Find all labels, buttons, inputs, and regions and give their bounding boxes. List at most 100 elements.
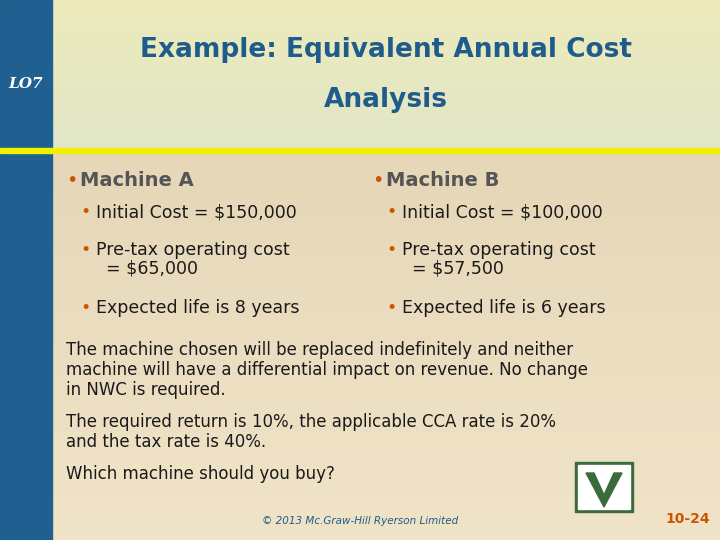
Bar [52, 446, 720, 451]
Text: Example: Equivalent Annual Cost: Example: Equivalent Annual Cost [140, 37, 632, 63]
Bar [52, 138, 720, 140]
Bar [52, 21, 720, 24]
Bar [52, 134, 720, 136]
Bar [52, 396, 720, 401]
Bar [52, 249, 720, 254]
Bar [52, 85, 720, 87]
Text: •: • [66, 171, 77, 190]
Bar [52, 1, 720, 3]
Bar [52, 450, 720, 455]
Bar [52, 65, 720, 68]
Text: Pre-tax operating cost: Pre-tax operating cost [96, 241, 289, 259]
Text: The required return is 10%, the applicable CCA rate is 20%: The required return is 10%, the applicab… [66, 413, 556, 431]
Bar [52, 334, 720, 339]
Text: •: • [386, 203, 396, 221]
Bar [52, 131, 720, 133]
Bar [52, 80, 720, 83]
Bar [52, 361, 720, 366]
Bar [52, 179, 720, 184]
Bar [52, 18, 720, 21]
Bar [52, 226, 720, 231]
Bar [52, 48, 720, 50]
Bar [52, 77, 720, 80]
Bar [52, 442, 720, 447]
Bar [52, 43, 720, 46]
Bar [52, 145, 720, 148]
Bar [52, 52, 720, 55]
Bar [52, 114, 720, 117]
Bar [52, 9, 720, 12]
Bar [52, 245, 720, 249]
Bar [52, 8, 720, 10]
Bar [52, 280, 720, 285]
Text: Initial Cost = $100,000: Initial Cost = $100,000 [402, 203, 603, 221]
Bar [52, 481, 720, 486]
Bar [52, 144, 720, 146]
Bar [52, 469, 720, 474]
Bar [52, 116, 720, 118]
Bar [52, 40, 720, 43]
Bar [52, 492, 720, 497]
Bar [52, 291, 720, 296]
Bar [52, 438, 720, 443]
Bar [52, 160, 720, 165]
Text: Machine B: Machine B [386, 171, 500, 190]
Bar [52, 191, 720, 195]
Bar [52, 230, 720, 234]
Bar [52, 198, 720, 203]
Bar [52, 419, 720, 424]
Bar [52, 485, 720, 490]
Bar [52, 210, 720, 215]
Bar [52, 113, 720, 116]
Bar [52, 299, 720, 304]
Bar [0, 0, 52, 540]
Bar [52, 314, 720, 319]
Text: © 2013 Mc.Graw-Hill Ryerson Limited: © 2013 Mc.Graw-Hill Ryerson Limited [262, 516, 458, 526]
Bar [52, 45, 720, 48]
Bar [52, 496, 720, 501]
Text: Pre-tax operating cost: Pre-tax operating cost [402, 241, 595, 259]
Text: Analysis: Analysis [324, 87, 448, 113]
Bar [52, 407, 720, 413]
Bar [52, 91, 720, 93]
Bar [52, 458, 720, 463]
Bar [52, 123, 720, 126]
Bar [52, 167, 720, 172]
Bar [52, 512, 720, 517]
Bar [52, 119, 720, 122]
Bar [52, 122, 720, 124]
Bar [52, 206, 720, 211]
Bar [52, 70, 720, 72]
Bar [52, 58, 720, 60]
Bar [52, 462, 720, 467]
Bar [52, 82, 720, 84]
Bar [52, 140, 720, 142]
Bar [52, 129, 720, 132]
Bar [52, 61, 720, 64]
Bar [52, 384, 720, 389]
Bar [52, 194, 720, 199]
Bar [52, 69, 720, 71]
Bar [52, 519, 720, 524]
Bar [52, 423, 720, 428]
Bar [52, 330, 720, 335]
Bar [52, 15, 720, 18]
Bar [52, 110, 720, 112]
Bar [52, 98, 720, 100]
Bar [52, 516, 720, 521]
Bar [52, 400, 720, 404]
Bar [52, 202, 720, 207]
Bar [0, 148, 720, 153]
Bar [52, 117, 720, 120]
Bar [52, 126, 720, 129]
Bar [52, 71, 720, 74]
Bar [52, 427, 720, 431]
Bar [52, 135, 720, 138]
Bar [52, 256, 720, 261]
Bar [52, 11, 720, 14]
Bar [52, 12, 720, 15]
Bar [52, 237, 720, 242]
Text: 10-24: 10-24 [665, 512, 710, 526]
Bar [52, 64, 720, 66]
Bar [52, 338, 720, 342]
